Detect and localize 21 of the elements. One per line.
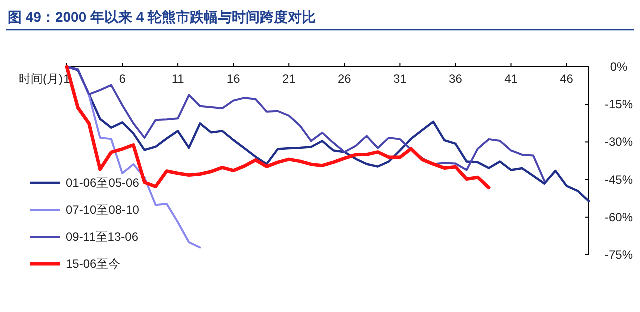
x-tick-label: 11 xyxy=(172,72,185,86)
x-axis-title: 时间(月) xyxy=(19,72,63,86)
chart-title: 图 49：2000 年以来 4 轮熊市跌幅与时间跨度对比 xyxy=(8,9,316,25)
legend-label: 07-10至08-10 xyxy=(66,203,140,217)
x-tick-label: 16 xyxy=(226,72,241,86)
legend-label: 01-06至05-06 xyxy=(66,176,140,190)
x-tick-label: 21 xyxy=(282,72,296,86)
x-tick-label: 26 xyxy=(338,72,352,86)
y-tick-label: -30% xyxy=(604,135,634,150)
y-tick-label: -45% xyxy=(604,172,634,187)
legend-label: 15-06至今 xyxy=(66,257,121,271)
y-tick-label: -15% xyxy=(604,98,634,112)
x-tick-label: 31 xyxy=(394,72,408,86)
x-tick-label: 46 xyxy=(560,72,574,86)
x-tick-label: 36 xyxy=(449,72,463,86)
legend-label: 09-11至13-06 xyxy=(66,230,139,244)
y-tick-label: 0% xyxy=(610,60,628,74)
y-tick-label: -60% xyxy=(604,210,634,224)
x-tick-label: 6 xyxy=(119,72,126,86)
x-tick-label: 41 xyxy=(504,72,518,86)
y-tick-label: -75% xyxy=(604,248,634,262)
